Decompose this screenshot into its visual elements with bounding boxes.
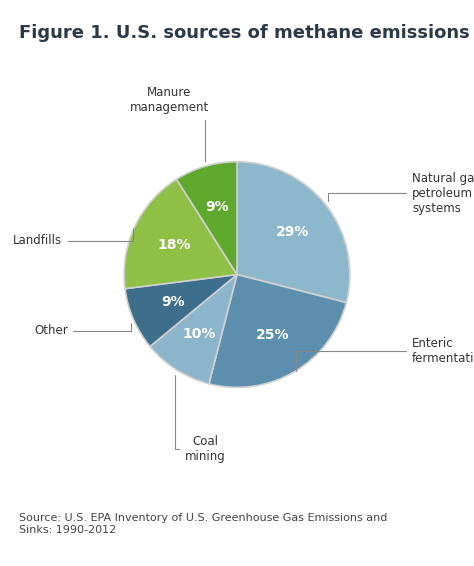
- Text: 25%: 25%: [256, 328, 289, 342]
- Text: 10%: 10%: [183, 327, 216, 341]
- Wedge shape: [150, 275, 237, 384]
- Text: 9%: 9%: [161, 295, 184, 310]
- Text: Landfills: Landfills: [13, 228, 133, 247]
- Text: 9%: 9%: [206, 200, 229, 215]
- Text: Coal
mining: Coal mining: [175, 375, 226, 463]
- Text: 29%: 29%: [275, 225, 309, 239]
- Text: 18%: 18%: [157, 238, 191, 252]
- Text: Natural gas and
petroleum
systems: Natural gas and petroleum systems: [328, 171, 474, 215]
- Text: Figure 1. U.S. sources of methane emissions: Figure 1. U.S. sources of methane emissi…: [19, 24, 470, 42]
- Wedge shape: [237, 162, 350, 303]
- Text: Source: U.S. EPA Inventory of U.S. Greenhouse Gas Emissions and
Sinks: 1990-2012: Source: U.S. EPA Inventory of U.S. Green…: [19, 513, 387, 535]
- Wedge shape: [124, 179, 237, 289]
- Text: Enteric
fermentation: Enteric fermentation: [296, 337, 474, 371]
- Wedge shape: [209, 275, 346, 387]
- Text: Other: Other: [34, 323, 131, 337]
- Text: Manure
management: Manure management: [130, 86, 209, 161]
- Wedge shape: [125, 275, 237, 346]
- Wedge shape: [176, 162, 237, 275]
